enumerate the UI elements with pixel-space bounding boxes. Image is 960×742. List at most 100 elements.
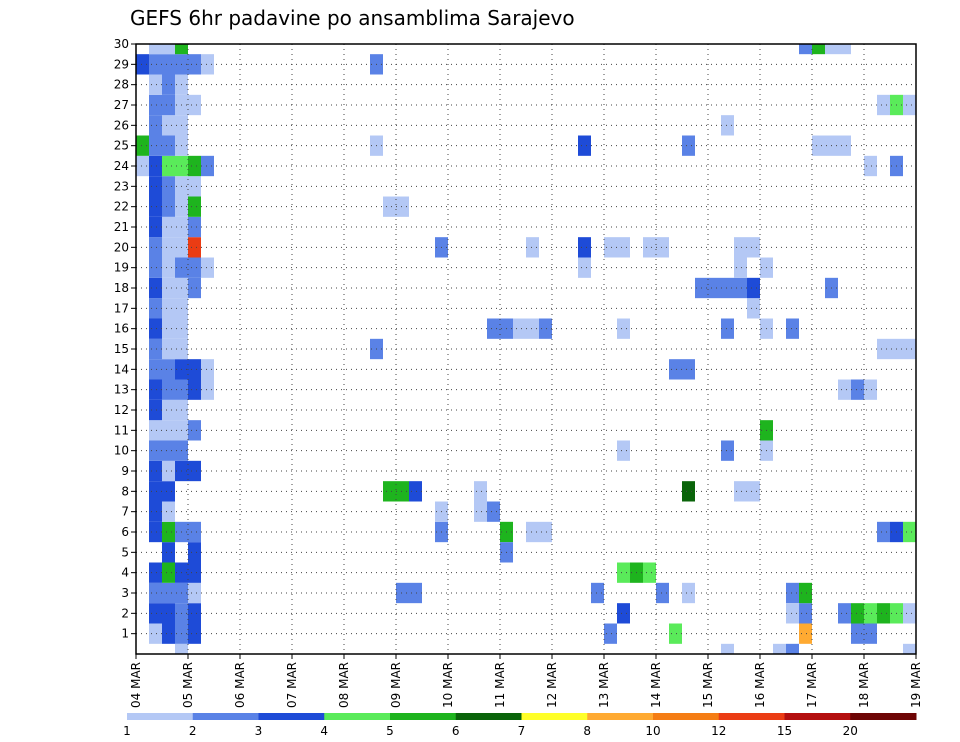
x-tick-label: 09 MAR bbox=[389, 662, 403, 708]
x-tick-label: 16 MAR bbox=[753, 662, 767, 708]
colorbar-swatch bbox=[718, 713, 785, 720]
y-tick-label: 17 bbox=[114, 301, 129, 315]
colorbar-swatch bbox=[653, 713, 720, 720]
heatmap-cell bbox=[188, 623, 201, 644]
colorbar-label: 6 bbox=[452, 724, 460, 738]
heatmap-cell bbox=[162, 338, 175, 360]
x-tick-label: 05 MAR bbox=[181, 662, 195, 708]
heatmap-cell bbox=[747, 237, 760, 258]
y-axis-ticks: 1234567891011121314151617181920212223242… bbox=[114, 37, 136, 641]
heatmap-cell bbox=[149, 94, 162, 116]
chart-title: GEFS 6hr padavine po ansamblima Sarajevo bbox=[130, 6, 575, 30]
heatmap-cell bbox=[669, 359, 682, 380]
heatmap-cell bbox=[851, 603, 864, 624]
heatmap-cell bbox=[162, 603, 175, 624]
heatmap-cell bbox=[188, 542, 201, 563]
y-tick-label: 10 bbox=[114, 444, 129, 458]
heatmap-cell bbox=[162, 582, 175, 604]
heatmap-cell bbox=[799, 623, 812, 644]
heatmap-cell bbox=[149, 54, 162, 75]
heatmap-cell bbox=[539, 521, 552, 543]
y-tick-label: 2 bbox=[121, 606, 129, 620]
heatmap-cell bbox=[149, 216, 162, 238]
colorbar-label: 15 bbox=[777, 724, 792, 738]
heatmap-cell bbox=[383, 481, 396, 502]
heatmap-cell bbox=[383, 196, 396, 217]
heatmap-cell bbox=[188, 257, 201, 278]
y-tick-label: 27 bbox=[114, 98, 129, 112]
heatmap-cell bbox=[162, 399, 175, 421]
heatmap-cell bbox=[201, 54, 214, 75]
heatmap-cell bbox=[409, 481, 422, 502]
heatmap-cell bbox=[474, 481, 487, 502]
x-tick-label: 18 MAR bbox=[857, 662, 871, 708]
heatmap-cell bbox=[877, 338, 890, 360]
grid-lines bbox=[136, 43, 917, 654]
heatmap-cell bbox=[617, 237, 630, 258]
colorbar-label: 3 bbox=[255, 724, 263, 738]
heatmap-cell bbox=[162, 481, 175, 502]
y-tick-label: 20 bbox=[114, 240, 129, 254]
heatmap-cell bbox=[487, 501, 500, 522]
heatmap-cell bbox=[799, 582, 812, 604]
heatmap-cell bbox=[721, 115, 734, 136]
heatmap-cell bbox=[786, 603, 799, 624]
heatmap-cell bbox=[825, 44, 838, 55]
x-tick-label: 17 MAR bbox=[805, 662, 819, 708]
heatmap-cell bbox=[786, 582, 799, 604]
heatmap-cell bbox=[188, 379, 201, 400]
heatmap-cell bbox=[188, 237, 201, 258]
heatmap-cell bbox=[149, 277, 162, 299]
heatmap-cell bbox=[799, 44, 812, 55]
heatmap-cell bbox=[903, 521, 916, 543]
heatmap-cell bbox=[188, 562, 201, 583]
heatmap-cell bbox=[188, 582, 201, 604]
heatmap-cell bbox=[162, 521, 175, 543]
heatmap-cell bbox=[149, 196, 162, 217]
heatmap-cell bbox=[149, 440, 162, 461]
heatmap-cell bbox=[721, 440, 734, 461]
heatmap-cell bbox=[578, 135, 591, 156]
heatmap-cell bbox=[786, 318, 799, 339]
colorbar-label: 7 bbox=[518, 724, 526, 738]
heatmap-cell bbox=[721, 318, 734, 339]
heatmap-cell bbox=[188, 94, 201, 116]
heatmap-cell bbox=[539, 318, 552, 339]
y-tick-label: 30 bbox=[114, 37, 129, 51]
heatmap-cell bbox=[149, 501, 162, 522]
heatmap-cell bbox=[162, 298, 175, 319]
heatmap-cell bbox=[188, 155, 201, 177]
colorbar-swatch bbox=[258, 713, 325, 720]
heatmap-cell bbox=[136, 54, 149, 75]
heatmap-cell bbox=[201, 359, 214, 380]
heatmap-cell bbox=[656, 582, 669, 604]
heatmap-cell bbox=[162, 115, 175, 136]
heatmap-cell bbox=[201, 379, 214, 400]
x-tick-label: 12 MAR bbox=[545, 662, 559, 708]
heatmap-cell bbox=[162, 237, 175, 258]
x-tick-label: 07 MAR bbox=[285, 662, 299, 708]
y-tick-label: 8 bbox=[121, 484, 129, 498]
heatmap-cell bbox=[162, 359, 175, 380]
heatmap-cell bbox=[396, 481, 409, 502]
heatmap-cell bbox=[162, 318, 175, 339]
y-tick-label: 13 bbox=[114, 383, 129, 397]
heatmap-cell bbox=[773, 643, 786, 654]
heatmap-cell bbox=[162, 155, 175, 177]
heatmap-cell bbox=[149, 135, 162, 156]
x-tick-label: 13 MAR bbox=[597, 662, 611, 708]
heatmap-cell bbox=[838, 603, 851, 624]
heatmap-cell bbox=[617, 318, 630, 339]
heatmap-cell bbox=[188, 216, 201, 238]
heatmap-cell bbox=[162, 460, 175, 482]
heatmap-cell bbox=[188, 196, 201, 217]
heatmap-cell bbox=[149, 74, 162, 95]
y-tick-label: 19 bbox=[114, 261, 129, 275]
heatmap-cell bbox=[617, 440, 630, 461]
colorbar-label: 5 bbox=[386, 724, 394, 738]
heatmap-cell bbox=[812, 44, 825, 55]
heatmap-cell bbox=[162, 216, 175, 238]
heatmap-cell bbox=[175, 643, 188, 654]
heatmap-cell bbox=[162, 257, 175, 278]
heatmap-cell bbox=[188, 176, 201, 197]
